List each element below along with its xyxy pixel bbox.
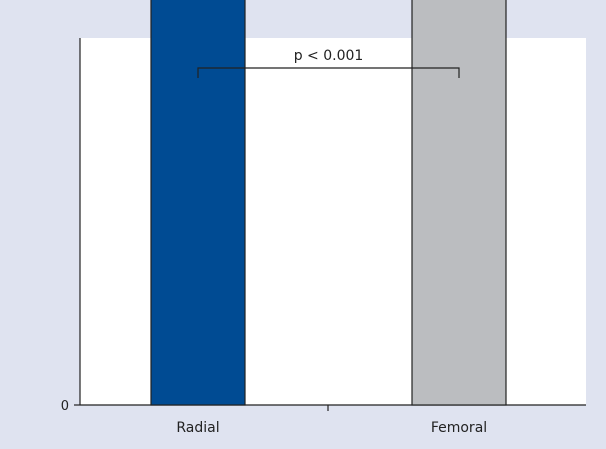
significance-label: p < 0.001 xyxy=(294,48,364,64)
x-tick-label-femoral: Femoral xyxy=(431,420,487,436)
significance-bracket xyxy=(197,67,460,78)
bar-femoral xyxy=(411,0,507,406)
annotations: p < 0.001 xyxy=(197,48,460,78)
y-tick-label: 0 xyxy=(61,399,69,414)
bar-radial xyxy=(150,0,246,406)
x-tick-label-radial: Radial xyxy=(176,420,219,436)
